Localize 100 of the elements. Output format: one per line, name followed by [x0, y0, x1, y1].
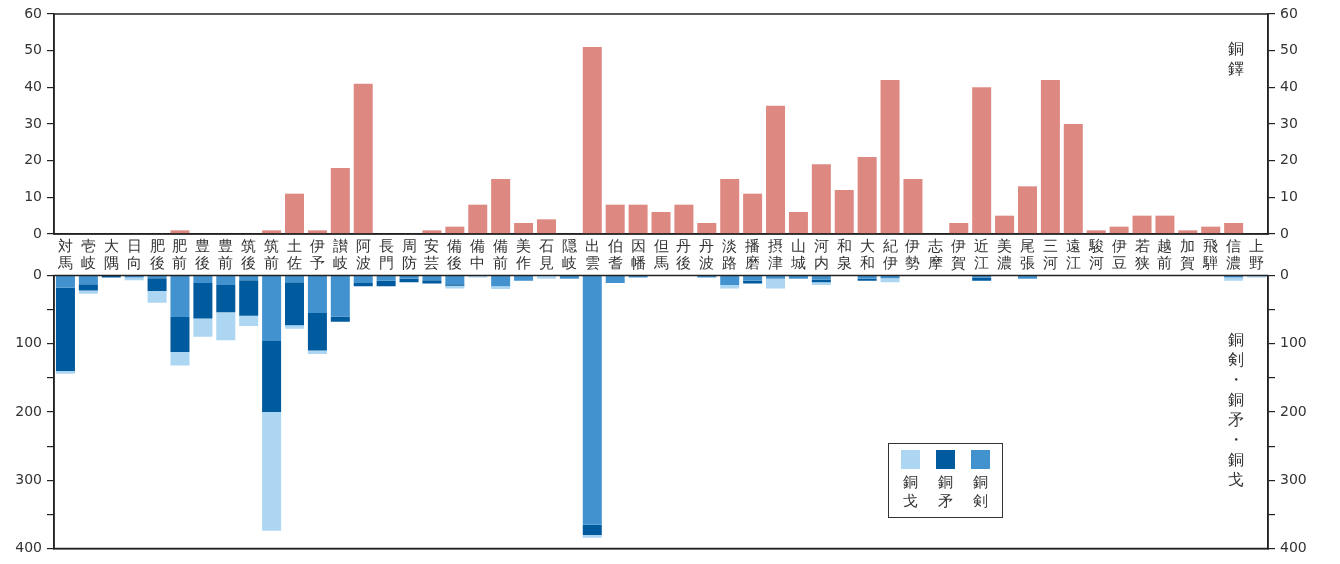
- y2-tick-label: 60: [1280, 4, 1298, 21]
- bar: [949, 223, 969, 234]
- legend-label: 銅戈: [903, 473, 918, 511]
- y2-tick-label: 50: [1280, 41, 1298, 58]
- x-tick-label: 大隅: [103, 236, 119, 272]
- bar: [743, 193, 763, 234]
- x-tick-label: 遠江: [1065, 236, 1081, 272]
- x-tick-label: 志摩: [928, 236, 944, 272]
- bar: [788, 212, 808, 234]
- y2-tick-label: 200: [1280, 402, 1307, 419]
- bar: [605, 276, 625, 283]
- y-tick-label: 400: [15, 539, 42, 556]
- bar: [766, 278, 786, 289]
- x-tick-label: 美濃: [997, 236, 1013, 272]
- bar: [216, 284, 236, 313]
- y-tick-label: 50: [24, 41, 42, 58]
- legend-label: 銅矛: [938, 473, 953, 511]
- y2-tick-label: 400: [1280, 539, 1307, 556]
- x-tick-label: 近江: [974, 236, 990, 272]
- bar: [307, 230, 327, 234]
- y-tick-label: 300: [15, 470, 42, 487]
- bar: [170, 276, 190, 318]
- x-tick-label: 壱岐: [80, 236, 96, 272]
- x-tick-label: 肥後: [149, 236, 165, 272]
- bar: [1017, 276, 1037, 279]
- bar: [330, 316, 350, 322]
- bar: [399, 276, 419, 279]
- x-tick-label: 伊賀: [951, 236, 967, 272]
- bar: [330, 168, 350, 234]
- bar: [1040, 80, 1060, 234]
- bar: [170, 230, 190, 234]
- bar: [422, 230, 442, 234]
- bar: [55, 287, 75, 372]
- bar: [193, 318, 213, 337]
- bar: [262, 276, 282, 341]
- bar: [491, 276, 511, 287]
- x-tick-label: 安芸: [424, 236, 440, 272]
- x-tick-label: 備中: [470, 236, 486, 272]
- bar: [1063, 124, 1083, 234]
- bar: [674, 204, 694, 234]
- bar: [720, 179, 740, 234]
- bar: [262, 230, 282, 234]
- x-tick-label: 伊予: [309, 236, 325, 272]
- bar: [78, 290, 98, 294]
- bar: [995, 215, 1015, 234]
- bar: [1086, 230, 1106, 234]
- x-tick-label: 伊勢: [905, 236, 921, 272]
- bar: [536, 219, 556, 234]
- x-tick-label: 美作: [515, 236, 532, 272]
- bar: [697, 223, 717, 234]
- bar: [766, 105, 786, 234]
- bar: [743, 280, 763, 284]
- x-tick-label: 若狭: [1134, 236, 1150, 272]
- y-tick-label: 20: [24, 151, 42, 168]
- y-tick-label: 40: [24, 77, 42, 94]
- bar: [903, 179, 923, 234]
- y-tick-label: 200: [15, 402, 42, 419]
- bar: [376, 280, 396, 287]
- y-tick-label: 0: [33, 224, 42, 241]
- x-tick-label: 丹後: [676, 236, 692, 272]
- bar: [239, 280, 259, 316]
- bar: [285, 276, 305, 283]
- x-tick-label: 尾張: [1019, 236, 1035, 272]
- bar: [147, 278, 167, 292]
- bar: [307, 312, 327, 351]
- bar: [1155, 215, 1175, 234]
- x-tick-label: 丹波: [699, 236, 715, 272]
- y-tick-label: 60: [24, 4, 42, 21]
- y2-tick-label: 40: [1280, 77, 1298, 94]
- bar: [78, 284, 98, 291]
- bar: [880, 80, 900, 234]
- y2-tick-label: 10: [1280, 187, 1298, 204]
- x-tick-label: 備後: [447, 236, 463, 272]
- x-tick-label: 因幡: [630, 236, 646, 272]
- y2-axis-title: 銅剣・銅矛・銅戈: [1227, 330, 1245, 491]
- x-tick-label: 筑前: [264, 236, 280, 272]
- bar: [193, 276, 213, 283]
- bar: [376, 276, 396, 281]
- bar: [857, 157, 877, 234]
- x-tick-label: 土佐: [287, 236, 303, 272]
- bar: [788, 276, 808, 279]
- bar: [239, 315, 259, 326]
- bar: [262, 412, 282, 531]
- x-tick-label: 播磨: [745, 236, 761, 272]
- bar: [1178, 230, 1198, 234]
- x-tick-label: 但馬: [652, 236, 669, 272]
- x-tick-label: 信濃: [1226, 236, 1242, 272]
- x-tick-label: 摂津: [768, 236, 784, 272]
- bar: [559, 276, 579, 279]
- x-tick-label: 石見: [538, 236, 554, 272]
- bar: [353, 83, 373, 234]
- x-tick-label: 加賀: [1180, 236, 1196, 272]
- bar: [330, 276, 350, 317]
- x-tick-label: 河内: [813, 236, 829, 272]
- y-tick-label: 30: [24, 114, 42, 131]
- bar: [285, 193, 305, 234]
- x-tick-label: 日向: [126, 236, 142, 272]
- y-tick-label: 0: [33, 266, 42, 283]
- bar: [834, 190, 854, 234]
- bar: [239, 276, 259, 281]
